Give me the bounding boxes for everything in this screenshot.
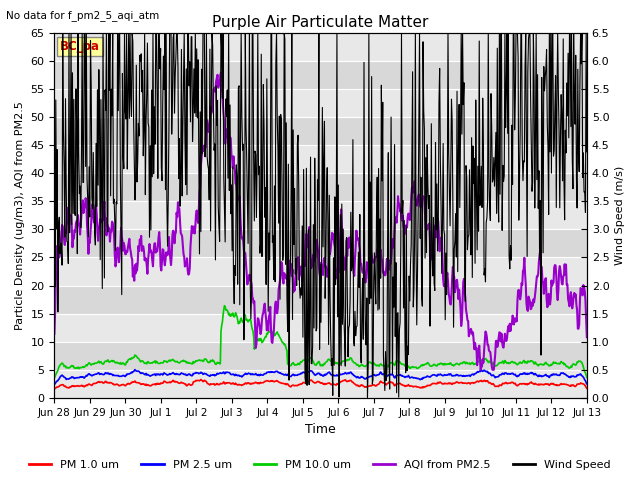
Text: No data for f_pm2_5_aqi_atm: No data for f_pm2_5_aqi_atm — [6, 10, 159, 21]
Bar — [54, 286, 587, 313]
Bar — [54, 173, 587, 201]
Bar — [54, 89, 587, 117]
Bar — [54, 342, 587, 370]
Bar — [54, 117, 587, 145]
Bar — [54, 201, 587, 229]
Bar — [54, 313, 587, 342]
X-axis label: Time: Time — [305, 423, 336, 436]
Title: Purple Air Particulate Matter: Purple Air Particulate Matter — [212, 15, 429, 30]
Legend: PM 1.0 um, PM 2.5 um, PM 10.0 um, AQI from PM2.5, Wind Speed: PM 1.0 um, PM 2.5 um, PM 10.0 um, AQI fr… — [25, 456, 615, 474]
Bar — [54, 33, 587, 60]
Y-axis label: Wind Speed (m/s): Wind Speed (m/s) — [615, 166, 625, 265]
Bar — [54, 257, 587, 286]
Y-axis label: Particle Density (ug/m3), AQI from PM2.5: Particle Density (ug/m3), AQI from PM2.5 — [15, 101, 25, 330]
Bar — [54, 370, 587, 398]
Text: BC_pa: BC_pa — [60, 40, 100, 53]
Bar — [54, 60, 587, 89]
Bar — [54, 145, 587, 173]
Bar — [54, 229, 587, 257]
